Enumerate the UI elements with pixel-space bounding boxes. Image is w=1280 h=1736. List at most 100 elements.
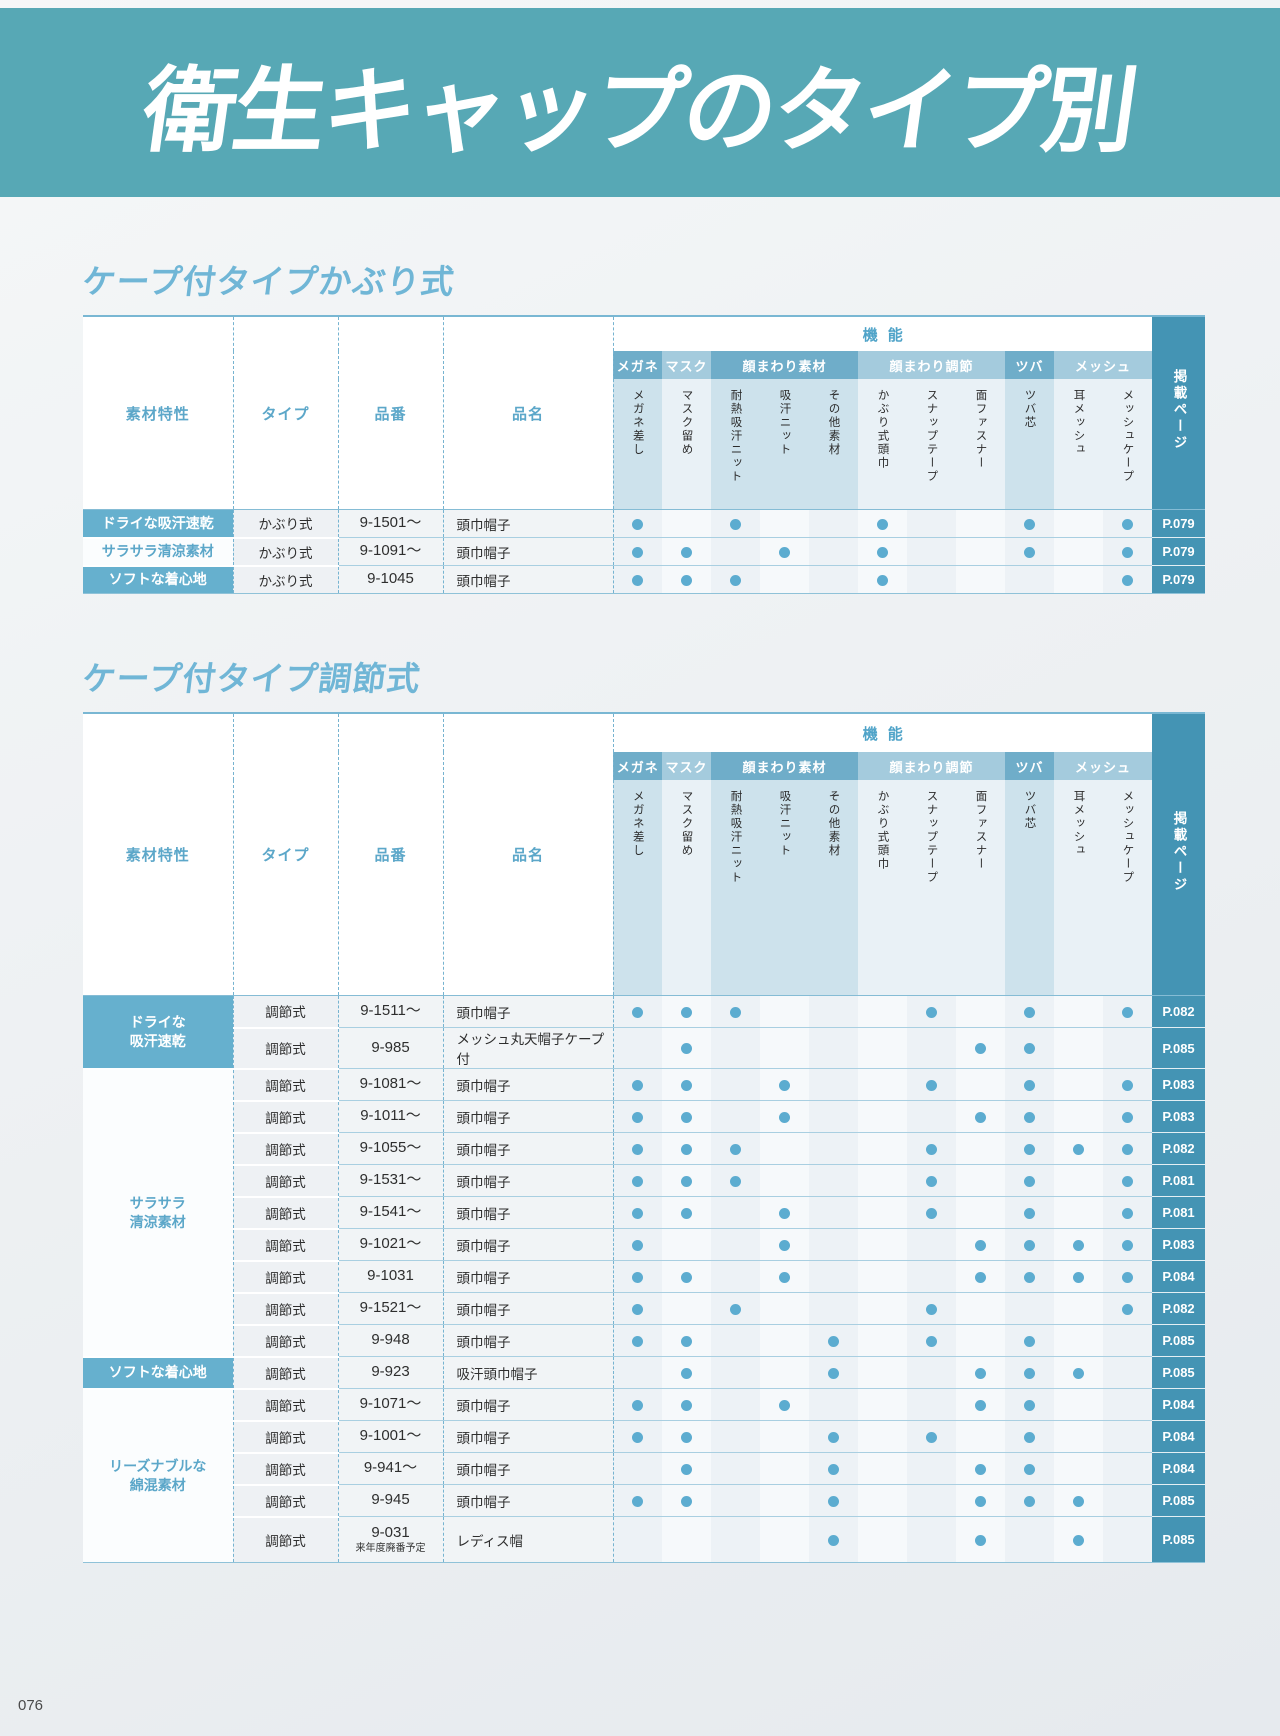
feature-dot: [632, 1006, 644, 1018]
feature-cell: [907, 1516, 956, 1563]
name-cell: 頭巾帽子: [442, 1292, 613, 1325]
table-row: 調節式 9-985 メッシュ丸天帽子ケープ付 P.085: [83, 1026, 1206, 1069]
feature-cell: [662, 1196, 711, 1229]
feature-cell: [760, 509, 809, 538]
feature-cell: [858, 1420, 907, 1453]
type-cell: かぶり式: [232, 509, 338, 538]
table-row: 調節式 9-1031 頭巾帽子 P.084: [83, 1259, 1206, 1293]
name-cell: 頭巾帽子: [442, 1100, 613, 1133]
feature-dot: [975, 1111, 986, 1123]
feature-cell: [711, 1260, 760, 1293]
feature-dot: [632, 546, 644, 558]
feature-cell: [1054, 1324, 1103, 1357]
column-header: 品名: [442, 316, 613, 510]
type-cell: かぶり式: [232, 564, 338, 594]
column-header: 品番: [337, 316, 443, 510]
feature-cell: [662, 1388, 711, 1421]
feature-cell: [809, 537, 858, 566]
feature-cell: [858, 1027, 907, 1069]
feature-cell: [956, 995, 1005, 1028]
table-row: 調節式 9-1541〜 頭巾帽子 P.081: [83, 1195, 1206, 1229]
feature-cell: [956, 1100, 1005, 1133]
feature-cell: [809, 1196, 858, 1229]
feature-cell: [1054, 509, 1103, 538]
table-row: 調節式 9-945 頭巾帽子 P.085: [83, 1483, 1206, 1517]
column-header: 素材特性: [83, 713, 233, 996]
sections: ケープ付タイプかぶり式 素材特性 タイプ 品番 品名 機能 掲載ページ メガネ マスク 顔まわり素…: [80, 197, 1206, 1563]
feature-cell: [1005, 1452, 1054, 1485]
feature-cell: [1054, 1292, 1103, 1325]
material-cell: ソフトな着心地: [83, 564, 233, 594]
feature-dot: [975, 1495, 986, 1507]
feature-col-header: マスク留め: [662, 780, 711, 996]
feature-cell: [907, 1292, 956, 1325]
feature-col-header: 面ファスナー: [956, 780, 1005, 996]
feature-cell: [612, 1068, 662, 1101]
feature-cell: [1054, 1228, 1103, 1261]
feature-group-header: マスク: [662, 351, 711, 379]
feature-cell: [1054, 1484, 1103, 1517]
feature-dot: [828, 1335, 839, 1347]
feature-group-header: ツバ: [1005, 752, 1054, 780]
feature-cell: [956, 1196, 1005, 1229]
feature-cell: [662, 1164, 711, 1197]
feature-col-header: その他素材: [809, 379, 858, 510]
table-row: 調節式 9-1531〜 頭巾帽子 P.081: [83, 1163, 1206, 1197]
feature-dot: [632, 574, 644, 586]
feature-col-header: メッシュケープ: [1103, 780, 1153, 996]
feature-cell: [1054, 1388, 1103, 1421]
feature-cell: [1103, 1132, 1153, 1165]
feature-col-header: メガネ差し: [612, 780, 662, 996]
feature-cell: [858, 1228, 907, 1261]
feature-dot: [632, 1143, 644, 1155]
page-cell: P.085: [1152, 1516, 1206, 1563]
feature-dot: [730, 1143, 741, 1155]
code-cell: 9-1021〜: [337, 1228, 443, 1261]
feature-dot: [828, 1367, 839, 1379]
feature-cell: [662, 995, 711, 1028]
feature-group-header: 顔まわり素材: [711, 351, 858, 379]
feature-cell: [1005, 1516, 1054, 1563]
feature-dot: [828, 1534, 839, 1546]
page-cell: P.084: [1152, 1260, 1206, 1293]
feature-cell: [1054, 1452, 1103, 1485]
feature-cell: [760, 1420, 809, 1453]
code-note: 来年度廃番予定: [355, 1542, 426, 1554]
section-title: ケープ付タイプ調節式: [80, 660, 423, 697]
code-cell: 9-923: [337, 1356, 443, 1389]
feature-cell: [612, 1100, 662, 1133]
page-title: 衛生キャップのタイプ別: [136, 59, 1142, 163]
feature-dot: [632, 1495, 644, 1507]
feature-cell: [760, 1324, 809, 1357]
feature-col-header: メッシュケープ: [1103, 379, 1153, 510]
feature-cell: [956, 1228, 1005, 1261]
feature-cell: [711, 565, 760, 594]
feature-dot: [1073, 1534, 1084, 1546]
code-cell: 9-1011〜: [337, 1100, 443, 1133]
feature-cell: [612, 1228, 662, 1261]
page-cell: P.082: [1152, 995, 1206, 1028]
feature-cell: [956, 509, 1005, 538]
feature-dot: [1073, 1495, 1084, 1507]
feature-cell: [662, 1292, 711, 1325]
feature-cell: [1005, 1260, 1054, 1293]
feature-col-header: 耐熱吸汗ニット: [711, 379, 760, 510]
code-cell: 9-941〜: [337, 1452, 443, 1485]
feature-cell: [907, 1068, 956, 1101]
feature-cell: [1005, 1164, 1054, 1197]
page-cell: P.083: [1152, 1068, 1206, 1101]
feature-cell: [809, 565, 858, 594]
page-cell: P.082: [1152, 1292, 1206, 1325]
feature-cell: [907, 1260, 956, 1293]
feature-cell: [1103, 1196, 1153, 1229]
feature-dot: [1024, 1271, 1035, 1283]
feature-col-header: 吸汗ニット: [760, 379, 809, 510]
feature-dot: [877, 518, 888, 530]
feature-dot: [1122, 518, 1133, 530]
feature-cell: [711, 1516, 760, 1563]
feature-cell: [662, 1420, 711, 1453]
feature-cell: [711, 1356, 760, 1389]
feature-dot: [730, 1175, 741, 1187]
feature-dot: [1122, 546, 1133, 558]
feature-dot: [1024, 518, 1035, 530]
